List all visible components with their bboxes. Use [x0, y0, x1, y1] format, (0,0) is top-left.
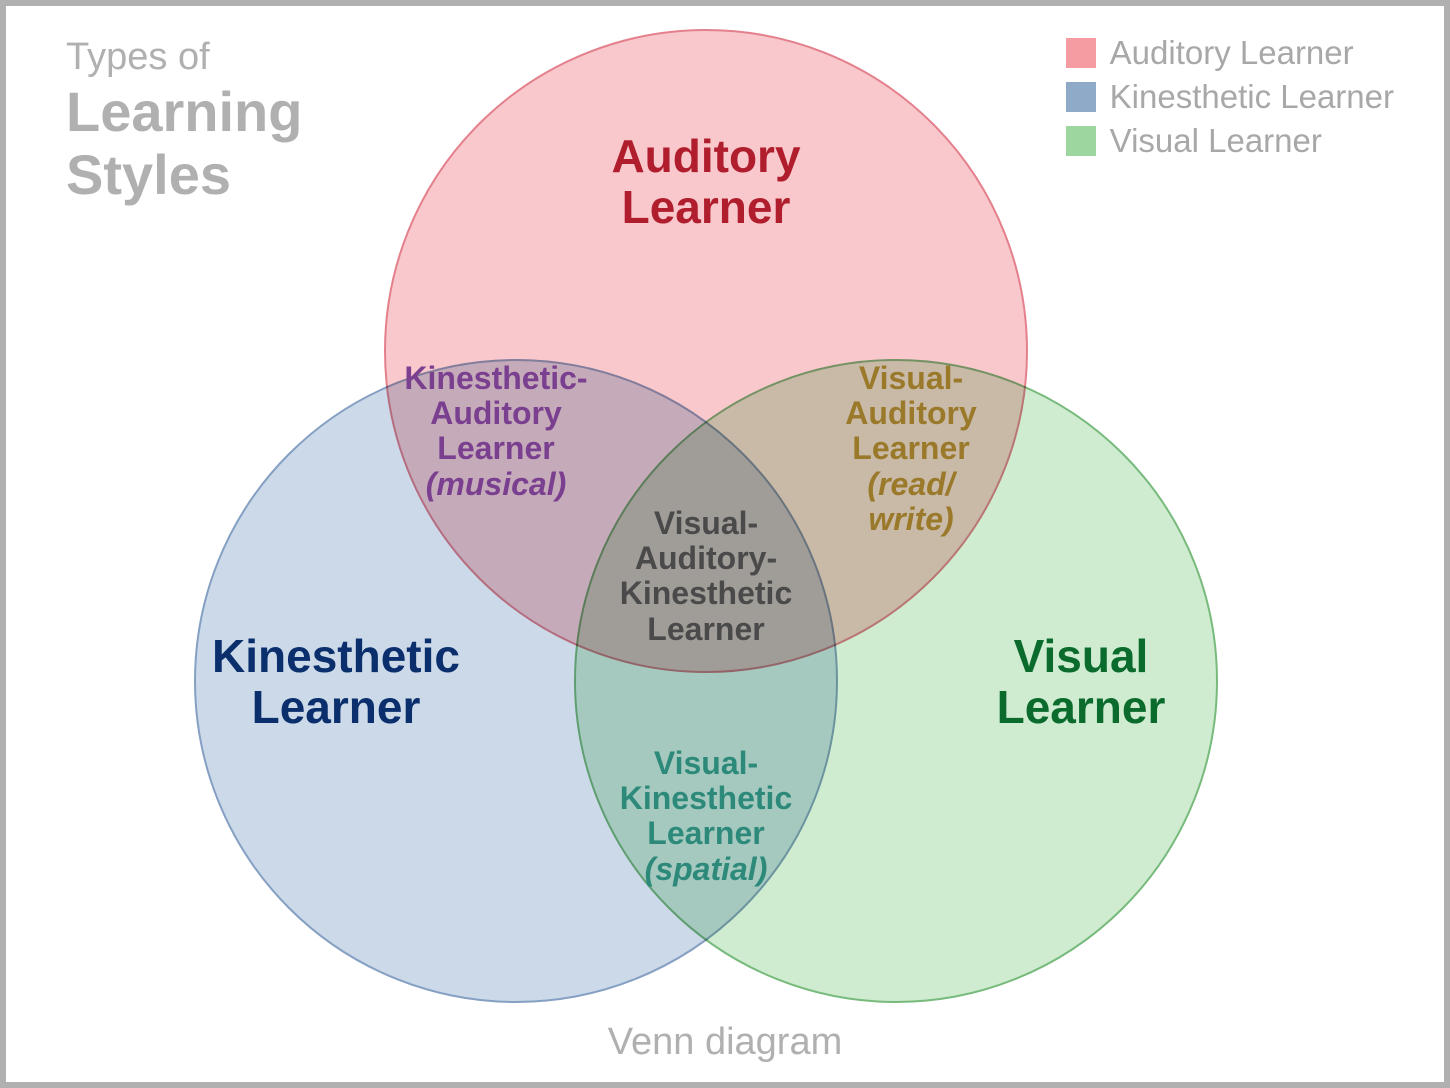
footer-caption: Venn diagram — [6, 1021, 1444, 1064]
label-auditory: AuditoryLearner — [506, 131, 906, 232]
venn-diagram: AuditoryLearner KinestheticLearner Visua… — [6, 6, 1444, 1082]
label-visual: VisualLearner — [881, 631, 1281, 732]
label-kinesthetic-auditory: Kinesthetic-AuditoryLearner(musical) — [366, 361, 626, 502]
label-center: Visual-Auditory-KinestheticLearner — [576, 506, 836, 647]
label-kinesthetic: KinestheticLearner — [136, 631, 536, 732]
diagram-frame: Types of Learning Styles Auditory Learne… — [0, 0, 1450, 1088]
label-visual-kinesthetic: Visual-KinestheticLearner(spatial) — [576, 746, 836, 887]
